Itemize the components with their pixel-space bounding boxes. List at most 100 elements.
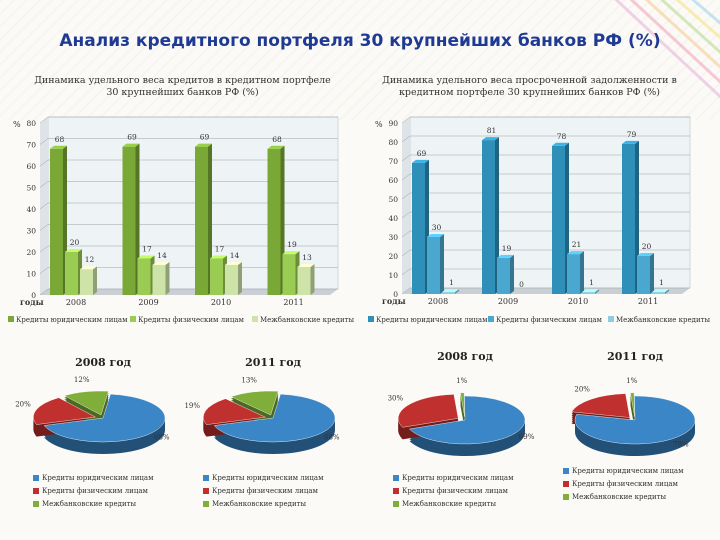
bar [122,146,136,295]
data-label: 13 [302,253,312,262]
pie-data-label: 12% [74,376,90,384]
y-tick-label: 40 [388,214,398,223]
data-label: 69 [417,149,427,158]
y-tick-label: 50 [26,184,36,193]
legend-label: Кредиты физическим лицам [402,487,509,495]
legend-swatch [488,316,494,322]
bar [65,252,78,295]
y-tick-label: 60 [388,176,398,185]
pie-title: 2008 год [437,350,493,363]
bar [80,269,93,295]
y-axis-label: % [375,120,383,129]
legend-label: Межбанковские кредиты [42,500,137,508]
gridline [401,135,690,143]
y-tick-label: 30 [388,233,398,242]
bar-side [165,261,170,295]
bar-side [440,234,444,294]
x-tick-label: 2010 [568,297,588,306]
gridline [401,192,690,200]
pie-data-label: 19% [185,402,200,410]
legend-swatch [393,501,399,507]
data-label: 19 [502,244,512,253]
bar-side [93,266,97,295]
bar [282,254,296,295]
gridline [39,224,338,231]
gridline [39,181,338,188]
legend-label: Кредиты юридическим лицам [376,316,488,324]
bar-top [652,289,669,293]
pie-data-label: 1% [626,377,637,385]
gridline [401,268,690,276]
data-label: 79 [627,130,637,139]
y-tick-label: 70 [388,157,398,166]
pie-data-label: 30% [388,394,404,402]
legend-swatch [203,488,209,494]
bar-top [137,255,155,259]
y-tick-label: 30 [26,227,36,236]
legend-label: Межбанковские кредиты [402,500,497,508]
bar [152,264,166,295]
data-label: 81 [487,126,497,135]
pie-chart-4: 79% 20% 1% 2011 год Кредиты юридическим лица… [563,350,696,501]
y-tick-label: 50 [388,195,398,204]
background-pattern [0,0,720,120]
legend-swatch [203,501,209,507]
x-tick-label: 2008 [66,298,86,307]
legend-label: Межбанковские кредиты [572,493,667,501]
bar-top [427,234,444,237]
bar [652,292,665,294]
legend-swatch [563,481,569,487]
pie-slice [63,390,109,416]
pie-slice [43,393,166,443]
data-label: 69 [200,133,210,142]
bar-top [225,261,242,265]
gridline [401,211,690,219]
bar [412,162,425,294]
gridline [401,116,690,124]
data-label: 0 [519,280,524,289]
legend-swatch [203,475,209,481]
y-tick-label: 10 [388,271,398,280]
bar [267,148,281,295]
data-label: 17 [142,244,152,253]
pie-slice [408,395,526,445]
bar-top [622,140,639,144]
x-tick-label: 2009 [138,298,158,307]
data-label: 19 [287,240,297,249]
legend-swatch [563,468,569,474]
pie-slice [213,393,336,443]
bar-side [455,289,459,294]
y-tick-label: 90 [388,119,398,128]
pie-data-label: 20% [574,386,590,394]
y-tick-label: 10 [26,270,36,279]
pie-slice [630,392,635,417]
data-label: 12 [85,255,95,264]
data-label: 1 [589,278,594,287]
y-tick-label: 0 [393,290,398,299]
legend-label: Кредиты физическим лицам [42,487,149,495]
pie-slice [460,392,465,417]
y-tick-label: 20 [388,252,398,261]
data-label: 14 [157,251,167,260]
legend-label: Кредиты юридическим лицам [16,316,128,324]
pie-chart-2: 68% 19% 13% 2011 год Кредиты юридическим лиц… [185,356,340,508]
bar-top [152,261,170,265]
x-axis-label: годы [20,297,44,307]
legend-label: Межбанковские кредиты [260,316,355,324]
pie-title: 2011 год [245,356,301,369]
gridline [401,173,690,181]
bar [297,267,311,295]
bar [497,257,510,294]
legend-swatch [252,316,258,322]
bar-top [567,251,584,255]
y-tick-label: 80 [26,119,36,128]
legend-swatch [8,316,14,322]
pie-data-label: 68% [324,434,340,442]
pie-data-label: 1% [456,377,467,385]
legend-label: Кредиты физическим лицам [496,316,603,324]
bar [195,146,208,295]
data-label: 1 [449,278,454,287]
legend-swatch [368,316,374,322]
pie-slice [571,393,631,418]
bar [442,292,455,294]
